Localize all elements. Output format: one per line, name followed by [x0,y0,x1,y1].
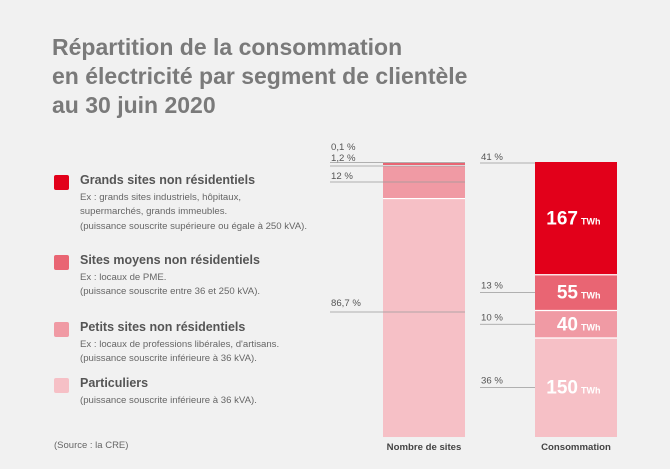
chart-title: Répartition de la consommation en électr… [52,33,612,120]
legend-swatch [54,175,69,190]
percentage-label: 1,2 % [331,153,356,164]
bar-segment [535,274,617,311]
legend-description-line: (puissance souscrite inférieure à 36 kVA… [80,395,257,406]
percentage-label: 86,7 % [331,298,361,309]
value-label-unit: TWh [581,322,601,332]
chart-title-line: en électricité par segment de clientèle [52,63,468,89]
percentage-label: 13 % [481,281,503,292]
category-label: Consommation [541,442,611,453]
value-label-number: 40 [557,314,578,335]
source-note: (Source : la CRE) [54,440,129,451]
bar-segment [535,310,617,338]
value-label: 167 TWh [546,208,600,229]
legend-description-line: Ex : locaux de professions libérales, d'… [80,339,280,350]
chart-bars [383,161,617,438]
legend-label: Sites moyens non résidentiels [80,253,260,267]
percentage-label: 41 % [481,152,503,163]
legend-description-line: supermarchés, grands immeubles. [80,206,228,218]
legend-description: Ex : locaux de professions libérales, d'… [80,338,279,367]
value-label-unit: TWh [581,216,601,226]
value-label-number: 167 [546,208,578,229]
category-label: Nombre de sites [387,442,462,453]
value-label: 40 TWh [557,314,601,335]
legend-description-line: (puissance souscrite supérieure ou égale… [80,220,308,232]
legend-label: Particuliers [80,376,149,390]
legend-description-line: (puissance souscrite entre 36 et 250 kVA… [80,286,261,298]
percentage-label: 36 % [481,376,503,387]
chart-labels: 0,1 %1,2 %12 %86,7 %41 %13 %10 %36 %167 T… [330,142,601,399]
percentage-label: 0,1 % [331,142,356,153]
chart-title-line: Répartition de la consommation [52,34,403,60]
value-label: 55 TWh [557,283,601,304]
value-label-unit: TWh [581,386,601,396]
legend-label: Petits sites non résidentiels [80,320,246,334]
bar-segment [383,198,465,438]
bar-segment [383,162,465,166]
legend-description: Ex : locaux de PME. (puissance souscrite… [80,271,260,300]
legend-description: Ex : grands sites industriels, hôpitaux,… [80,191,307,234]
value-label-number: 55 [557,283,579,304]
legend-swatch [54,378,69,393]
legend-description-line: Ex : locaux de PME. [80,272,167,283]
legend-label: Grands sites non résidentiels [80,173,256,187]
chart-category-axis: Nombre de sites Consommation [387,442,611,453]
bar-segment [535,162,617,275]
value-label: 150 TWh [546,378,600,399]
legend-swatch [54,322,69,337]
legend-description-line: Ex : grands sites industriels, hôpitaux, [80,192,242,203]
bar-segment [535,338,617,437]
legend-description-line: (puissance souscrite inférieure à 36 kVA… [80,353,257,365]
chart-title-line: au 30 juin 2020 [52,92,216,118]
percentage-label: 12 % [331,171,353,182]
value-label-unit: TWh [581,291,601,301]
legend-description: (puissance souscrite inférieure à 36 kVA… [80,394,257,408]
percentage-label: 10 % [481,312,503,323]
legend-swatch [54,255,69,270]
value-label-number: 150 [546,378,578,399]
